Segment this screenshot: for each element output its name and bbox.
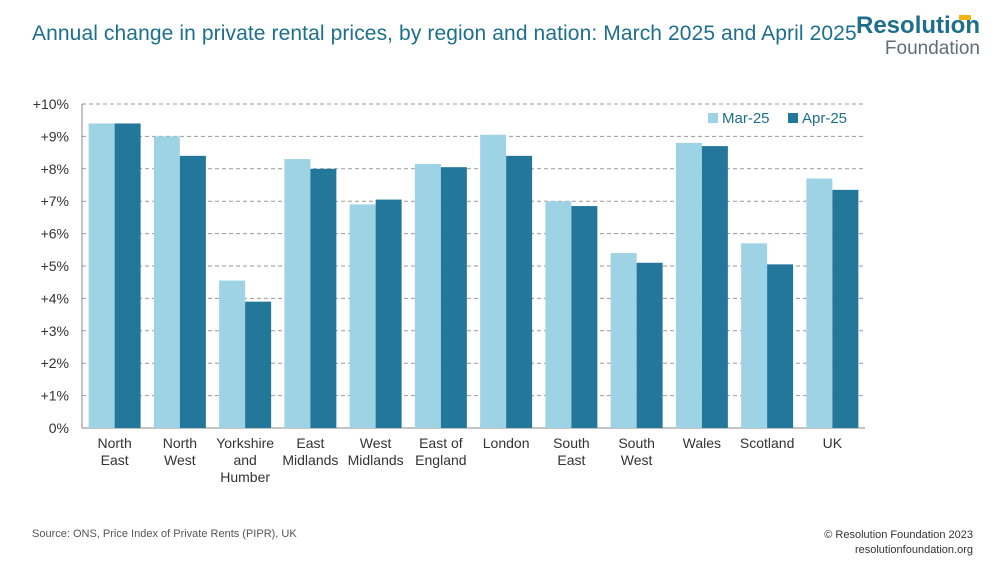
bar-apr-25 xyxy=(636,262,663,428)
bar-series xyxy=(88,123,859,429)
x-tick-label: South West xyxy=(618,435,655,468)
bar-apr-25 xyxy=(571,206,598,428)
bar-mar-25 xyxy=(545,201,572,428)
bar-apr-25 xyxy=(701,146,728,428)
legend-swatch-apr-25 xyxy=(788,113,798,123)
bar-mar-25 xyxy=(414,163,441,428)
y-tick-label: +8% xyxy=(41,161,69,177)
y-tick-label: +2% xyxy=(41,355,69,371)
bar-apr-25 xyxy=(310,168,337,429)
bar-mar-25 xyxy=(284,159,311,428)
source-note: Source: ONS, Price Index of Private Rent… xyxy=(32,528,297,540)
y-tick-label: +1% xyxy=(41,388,69,404)
y-tick-label: +7% xyxy=(41,193,69,209)
x-tick-label: UK xyxy=(823,435,843,451)
website-link[interactable]: resolutionfoundation.org xyxy=(854,543,973,556)
x-tick-label: North West xyxy=(163,435,197,468)
bar-apr-25 xyxy=(832,189,859,428)
logo-accent-mark xyxy=(959,15,971,20)
bar-mar-25 xyxy=(88,123,115,428)
y-tick-label: +3% xyxy=(41,323,69,339)
gridlines xyxy=(82,103,865,397)
logo-subtitle: Foundation xyxy=(884,38,980,59)
bar-apr-25 xyxy=(375,199,402,428)
footer-credits: © Resolution Foundation 2023 resolutionf… xyxy=(824,528,973,558)
bar-apr-25 xyxy=(179,155,206,428)
bar-mar-25 xyxy=(153,136,180,428)
bar-mar-25 xyxy=(675,142,702,428)
y-tick-label: +6% xyxy=(41,226,69,242)
bar-apr-25 xyxy=(506,155,533,428)
x-tick-label: Yorkshire and Humber xyxy=(216,435,274,485)
bar-mar-25 xyxy=(741,243,768,428)
y-tick-label: +5% xyxy=(41,258,69,274)
x-tick-label: North East xyxy=(98,435,132,468)
bar-apr-25 xyxy=(245,301,272,428)
legend-label-mar-25: Mar-25 xyxy=(722,110,770,127)
chart-title: Annual change in private rental prices, … xyxy=(32,22,857,45)
bar-apr-25 xyxy=(114,123,141,428)
x-tick-label: Scotland xyxy=(740,435,794,451)
y-tick-label: +10% xyxy=(33,96,69,112)
bar-apr-25 xyxy=(440,167,467,428)
bar-mar-25 xyxy=(349,204,376,428)
x-tick-label: Wales xyxy=(683,435,721,451)
bar-mar-25 xyxy=(219,280,246,428)
x-tick-label: East of England xyxy=(415,435,466,468)
y-tick-label: +9% xyxy=(41,128,69,144)
bar-mar-25 xyxy=(610,253,637,428)
x-tick-label: London xyxy=(483,435,530,451)
x-tick-label: South East xyxy=(553,435,590,468)
bar-mar-25 xyxy=(806,178,833,428)
copyright-text: © Resolution Foundation 2023 xyxy=(824,529,973,541)
x-tick-label: West Midlands xyxy=(348,435,404,468)
y-tick-label: 0% xyxy=(49,420,69,436)
legend: Mar-25 Apr-25 xyxy=(708,110,847,127)
resolution-foundation-logo: Resolution Foundation xyxy=(856,14,980,59)
x-tick-label: East Midlands xyxy=(282,435,338,468)
bar-apr-25 xyxy=(767,264,794,428)
legend-swatch-mar-25 xyxy=(708,113,718,123)
bar-mar-25 xyxy=(480,134,507,428)
legend-label-apr-25: Apr-25 xyxy=(802,110,847,127)
y-tick-label: +4% xyxy=(41,290,69,306)
y-axis: 0% +1% +2% +3% +4% +5% +6% +7% +8% +9% +10% xyxy=(33,96,865,436)
